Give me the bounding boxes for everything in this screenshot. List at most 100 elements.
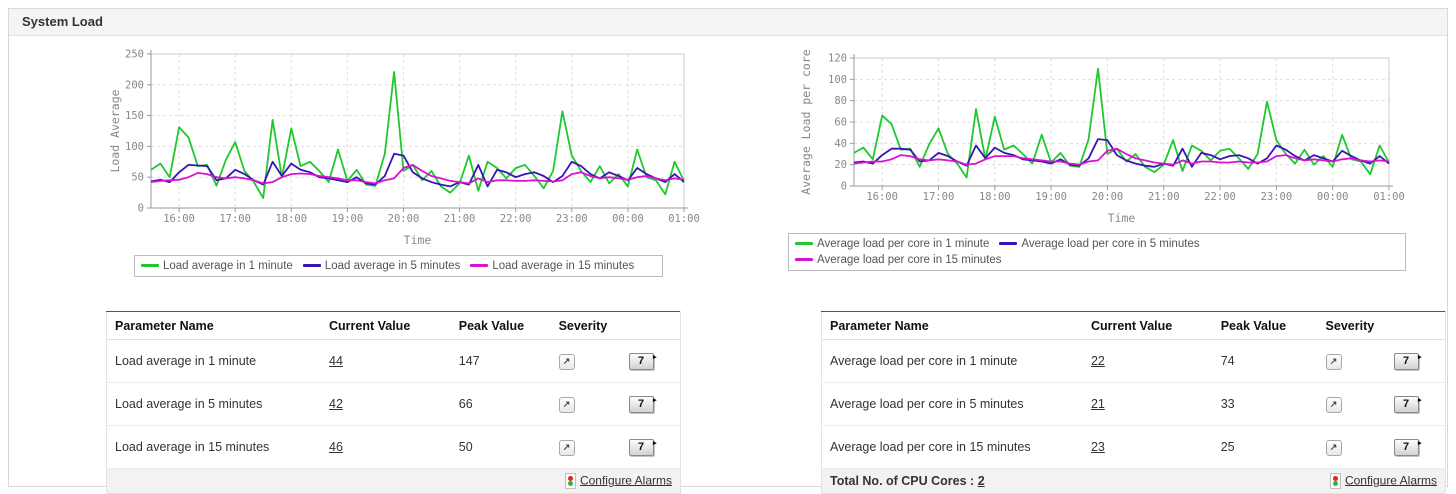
- legend-label: Average load per core in 15 minutes: [817, 254, 1002, 266]
- svg-text:22:00: 22:00: [500, 213, 532, 225]
- last-7-days-report-button[interactable]: 7 ▸: [1393, 352, 1422, 370]
- y-axis-title: Load Average: [108, 89, 122, 172]
- svg-text:200: 200: [125, 79, 144, 91]
- current-value-link[interactable]: 21: [1090, 397, 1105, 411]
- chart-line-series: [150, 164, 685, 185]
- col-parameter-name: Parameter Name: [106, 311, 321, 340]
- legend-item: Average load per core in 15 minutes: [795, 254, 1002, 266]
- svg-text:60: 60: [834, 117, 847, 129]
- severity-clear-icon[interactable]: ↗: [558, 439, 575, 456]
- severity-clear-icon[interactable]: ↗: [558, 396, 575, 413]
- table-row: Load average in 1 minute 44 147 ↗ 7 ▸: [106, 339, 681, 383]
- svg-text:20:00: 20:00: [388, 213, 420, 225]
- current-value-link[interactable]: 23: [1090, 440, 1105, 454]
- table-row: Load average in 5 minutes 42 66 ↗ 7 ▸: [106, 382, 681, 426]
- svg-text:00:00: 00:00: [1317, 191, 1349, 203]
- corner-arrow-icon: ▸: [1418, 439, 1422, 447]
- chart-line-series: [853, 147, 1390, 166]
- legend-swatch-icon: [795, 242, 813, 246]
- svg-text:19:00: 19:00: [332, 213, 364, 225]
- total-cpu-cores-value-link[interactable]: 2: [977, 474, 985, 488]
- table-footer-row: Configure Alarms: [106, 468, 681, 494]
- total-cpu-cores-label: Total No. of CPU Cores :: [830, 474, 975, 488]
- svg-text:17:00: 17:00: [923, 191, 955, 203]
- col-parameter-name: Parameter Name: [821, 311, 1083, 340]
- configure-alarms-link[interactable]: Configure Alarms: [1344, 473, 1437, 488]
- col-actions: [620, 311, 681, 340]
- col-actions: [1385, 311, 1446, 340]
- severity-clear-icon[interactable]: ↗: [1325, 353, 1342, 370]
- x-axis-title: Time: [1108, 211, 1136, 225]
- load-average-legend: Load average in 1 minute Load average in …: [134, 255, 663, 277]
- last-7-days-report-button[interactable]: 7 ▸: [628, 352, 657, 370]
- param-name: Load average in 1 minute: [106, 339, 321, 383]
- panel-title: System Load: [9, 9, 1447, 36]
- svg-text:18:00: 18:00: [275, 213, 307, 225]
- svg-text:40: 40: [834, 138, 847, 150]
- last-7-days-report-button[interactable]: 7 ▸: [628, 438, 657, 456]
- svg-text:17:00: 17:00: [219, 213, 251, 225]
- legend-swatch-icon: [795, 258, 813, 262]
- load-per-core-legend: Average load per core in 1 minute Average…: [788, 233, 1406, 271]
- svg-text:20:00: 20:00: [1092, 191, 1124, 203]
- chart-line-series: [853, 67, 1390, 179]
- table-footer-row: Total No. of CPU Cores : 2 Configure Ala…: [821, 468, 1446, 494]
- legend-item: Load average in 1 minute: [141, 260, 293, 272]
- legend-swatch-icon: [470, 264, 489, 268]
- legend-item: Load average in 15 minutes: [470, 260, 634, 272]
- svg-text:150: 150: [125, 110, 144, 122]
- chart-line-series: [150, 70, 685, 200]
- peak-value: 50: [450, 425, 551, 469]
- peak-value: 66: [450, 382, 551, 426]
- svg-text:250: 250: [125, 49, 144, 61]
- peak-value: 147: [450, 339, 551, 383]
- legend-label: Load average in 15 minutes: [492, 260, 635, 272]
- legend-label: Load average in 1 minute: [163, 260, 293, 272]
- last-7-days-report-button[interactable]: 7 ▸: [1393, 438, 1422, 456]
- svg-text:01:00: 01:00: [668, 213, 700, 225]
- severity-clear-icon[interactable]: ↗: [1325, 396, 1342, 413]
- table-row: Load average in 15 minutes 46 50 ↗ 7 ▸: [106, 425, 681, 469]
- x-axis-title: Time: [404, 233, 432, 247]
- peak-value: 33: [1212, 382, 1318, 426]
- peak-value: 25: [1212, 425, 1318, 469]
- table-row: Average load per core in 1 minute 22 74 …: [821, 339, 1446, 383]
- svg-text:16:00: 16:00: [163, 213, 195, 225]
- corner-arrow-icon: ▸: [653, 353, 657, 361]
- table-header-row: Parameter Name Current Value Peak Value …: [821, 311, 1446, 340]
- col-peak-value: Peak Value: [450, 311, 551, 340]
- legend-label: Load average in 5 minutes: [324, 260, 461, 272]
- current-value-link[interactable]: 46: [329, 440, 343, 454]
- param-name: Average load per core in 15 minutes: [821, 425, 1083, 469]
- legend-item: Load average in 5 minutes: [302, 260, 461, 272]
- svg-text:18:00: 18:00: [979, 191, 1011, 203]
- svg-text:0: 0: [841, 181, 847, 193]
- table-row: Average load per core in 15 minutes 23 2…: [821, 425, 1446, 469]
- severity-clear-icon[interactable]: ↗: [558, 353, 575, 370]
- legend-label: Average load per core in 5 minutes: [1021, 238, 1200, 250]
- last-7-days-report-button[interactable]: 7 ▸: [1393, 395, 1422, 413]
- y-axis-title: Average Load per core: [799, 49, 813, 194]
- current-value-link[interactable]: 42: [329, 397, 343, 411]
- param-name: Load average in 15 minutes: [106, 425, 321, 469]
- corner-arrow-icon: ▸: [653, 439, 657, 447]
- svg-text:100: 100: [828, 74, 847, 86]
- col-current-value: Current Value: [1082, 311, 1213, 340]
- severity-clear-icon[interactable]: ↗: [1325, 439, 1342, 456]
- svg-text:22:00: 22:00: [1204, 191, 1236, 203]
- svg-text:23:00: 23:00: [556, 213, 588, 225]
- svg-text:100: 100: [125, 141, 144, 153]
- corner-arrow-icon: ▸: [1418, 396, 1422, 404]
- svg-text:50: 50: [131, 172, 144, 184]
- svg-text:00:00: 00:00: [612, 213, 644, 225]
- legend-swatch-icon: [999, 242, 1018, 246]
- corner-arrow-icon: ▸: [653, 396, 657, 404]
- system-load-panel: System Load 0 50 100 150 200 250 16:00 17:00 18:…: [8, 8, 1448, 494]
- svg-text:19:00: 19:00: [1035, 191, 1067, 203]
- configure-alarms-link[interactable]: Configure Alarms: [579, 473, 672, 488]
- corner-arrow-icon: ▸: [1418, 353, 1422, 361]
- current-value-link[interactable]: 44: [329, 354, 343, 368]
- last-7-days-report-button[interactable]: 7 ▸: [628, 395, 657, 413]
- load-average-chart: 0 50 100 150 200 250 16:00 17:00 18:00 19:00 20:00…: [108, 49, 700, 248]
- current-value-link[interactable]: 22: [1090, 354, 1105, 368]
